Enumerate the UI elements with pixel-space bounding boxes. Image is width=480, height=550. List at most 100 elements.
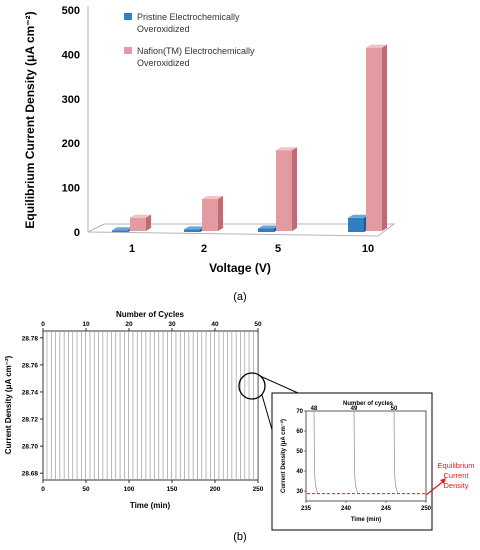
panel-a-legend: Pristine Electrochemically Overoxidized … bbox=[124, 12, 255, 68]
bar-pristine-5V bbox=[258, 228, 274, 232]
inset-x-tick-label: 245 bbox=[381, 506, 392, 512]
panel-b-x-tick-label: 100 bbox=[124, 486, 135, 493]
panel-b-top-tick-label: 10 bbox=[82, 321, 90, 328]
bar-side bbox=[146, 214, 151, 231]
legend-swatch-pristine bbox=[124, 13, 132, 20]
panel-a-y-tick-label: 0 bbox=[74, 227, 80, 239]
zoom-connector-top bbox=[259, 375, 299, 394]
inset-top-ticks: 48 49 50 bbox=[311, 406, 398, 412]
inset-y-tick-label: 30 bbox=[296, 489, 303, 495]
inset-lines bbox=[307, 410, 425, 495]
inset-y-tick-label: 70 bbox=[296, 409, 303, 415]
panel-b-y-tick-label: 28.78 bbox=[22, 335, 39, 342]
equilibrium-arrowhead bbox=[440, 478, 446, 484]
panel-b-top-axis-title: Number of Cycles bbox=[116, 310, 185, 319]
panel-b-y-tick-label: 28.74 bbox=[22, 389, 39, 396]
bar-top bbox=[366, 44, 387, 48]
bar-nafion-5V bbox=[276, 150, 292, 231]
inset-top-tick-label: 50 bbox=[391, 406, 398, 412]
inset-x-axis-title: Time (min) bbox=[351, 517, 381, 523]
inset-top-tick-label: 48 bbox=[311, 406, 318, 412]
bar-top bbox=[202, 196, 223, 200]
panel-a-x-axis-title: Voltage (V) bbox=[209, 261, 271, 275]
panel-a-x-ticks: 1 2 5 10 bbox=[129, 243, 374, 255]
panel-b-bottom-axis-title: Time (min) bbox=[130, 501, 171, 510]
panel-b-label: (b) bbox=[233, 531, 246, 543]
panel-b-y-tick-label: 28.68 bbox=[22, 471, 39, 478]
panel-b-x-tick-label: 250 bbox=[253, 486, 264, 493]
panel-a-y-ticks: 0 100 200 300 400 500 bbox=[62, 5, 80, 239]
panel-b-y-tick-label: 28.70 bbox=[22, 444, 39, 451]
panel-b-x-ticks-top: 0 10 20 30 40 50 bbox=[41, 321, 262, 331]
bar-top bbox=[184, 226, 205, 230]
equilibrium-arrow bbox=[425, 479, 446, 496]
legend-pristine-line2: Overoxidized bbox=[137, 24, 190, 34]
panel-a-y-tick-label: 200 bbox=[62, 138, 80, 150]
bar-top bbox=[130, 214, 151, 218]
bar-pristine-1V bbox=[112, 230, 128, 232]
panel-a-y-tick-label: 500 bbox=[62, 5, 80, 17]
inset-x-tick-label: 235 bbox=[301, 506, 312, 512]
panel-b-top-tick-label: 0 bbox=[41, 321, 45, 328]
inset-top-axis-title: Number of cycles bbox=[343, 401, 394, 407]
bar-nafion-10V bbox=[366, 47, 382, 232]
inset-decay-lines bbox=[313, 410, 399, 493]
inset-y-tick-label: 50 bbox=[296, 449, 303, 455]
legend-nafion-line2: Overoxidized bbox=[137, 58, 190, 68]
panel-b-top-tick-label: 30 bbox=[168, 321, 176, 328]
panel-b-top-tick-label: 50 bbox=[254, 321, 262, 328]
panel-b-inset: 30 40 50 60 70 235 240 245 250 48 49 50 Number of… bbox=[271, 392, 433, 531]
bar-top bbox=[348, 214, 369, 218]
panel-a-y-tick-label: 100 bbox=[62, 183, 80, 195]
panel-b-top-tick-label: 40 bbox=[211, 321, 219, 328]
zoom-circle bbox=[238, 372, 266, 400]
bar-pristine-2V bbox=[184, 229, 200, 232]
bar-nafion-1V bbox=[130, 217, 146, 231]
panel-b-y-tick-label: 28.76 bbox=[22, 362, 39, 369]
panel-b-x-tick-label: 50 bbox=[82, 486, 90, 493]
panel-b-top-tick-label: 20 bbox=[125, 321, 133, 328]
bar-top bbox=[112, 227, 133, 231]
panel-a-bars bbox=[112, 44, 387, 232]
legend-swatch-nafion bbox=[124, 47, 132, 54]
bar-side bbox=[218, 196, 223, 231]
bar-side bbox=[382, 44, 387, 232]
panel-b-x-ticks-bottom: 0 50 100 150 200 250 bbox=[41, 480, 264, 493]
panel-a-x-tick-label: 1 bbox=[129, 243, 135, 255]
inset-x-tick-label: 240 bbox=[341, 506, 352, 512]
equilibrium-label-line2: Current bbox=[443, 471, 469, 480]
bar-top bbox=[276, 147, 297, 151]
bar-side bbox=[292, 147, 297, 231]
inset-x-tick-label: 250 bbox=[421, 506, 432, 512]
panel-a-x-tick-label: 10 bbox=[362, 243, 374, 255]
panel-a-label: (a) bbox=[233, 291, 246, 303]
panel-b-y-axis-title: Current Density (μA cm⁻²) bbox=[4, 355, 13, 454]
panel-a-y-tick-label: 400 bbox=[62, 49, 80, 61]
bar-pristine-10V bbox=[348, 217, 364, 232]
bar-top bbox=[258, 225, 279, 229]
panel-b-x-tick-label: 200 bbox=[210, 486, 221, 493]
inset-y-axis-title: Current Density (μA cm⁻²) bbox=[280, 419, 287, 493]
inset-x-ticks: 235 240 245 250 bbox=[301, 501, 432, 512]
panel-a-y-tick-label: 300 bbox=[62, 94, 80, 106]
inset-plot-frame bbox=[305, 410, 427, 502]
equilibrium-label-line3: Density bbox=[443, 481, 468, 490]
panel-a-y-axis-title: Equilibrium Current Density (μA cm⁻²) bbox=[23, 11, 37, 228]
panel-b-x-tick-label: 150 bbox=[167, 486, 178, 493]
panel-a-floor bbox=[87, 223, 396, 237]
panel-a-x-tick-label: 2 bbox=[201, 243, 207, 255]
panel-a: Equilibrium Current Density (μA cm⁻²) 0 1… bbox=[23, 5, 396, 303]
bar-nafion-2V bbox=[202, 199, 218, 231]
inset-y-tick-label: 40 bbox=[296, 469, 303, 475]
equilibrium-label-line1: Equilibrium bbox=[437, 461, 474, 470]
inset-y-ticks: 30 40 50 60 70 bbox=[296, 409, 306, 495]
legend-nafion-line1: Nafion(TM) Electrochemically bbox=[137, 46, 255, 56]
inset-y-tick-label: 60 bbox=[296, 429, 303, 435]
inset-top-tick-label: 49 bbox=[351, 406, 358, 412]
panel-b-y-ticks: 28.68 28.70 28.72 28.74 28.76 28.78 bbox=[22, 335, 43, 478]
panel-a-x-tick-label: 5 bbox=[275, 243, 281, 255]
panel-b-cycle-lines bbox=[46, 332, 259, 479]
legend-pristine-line1: Pristine Electrochemically bbox=[137, 12, 240, 22]
